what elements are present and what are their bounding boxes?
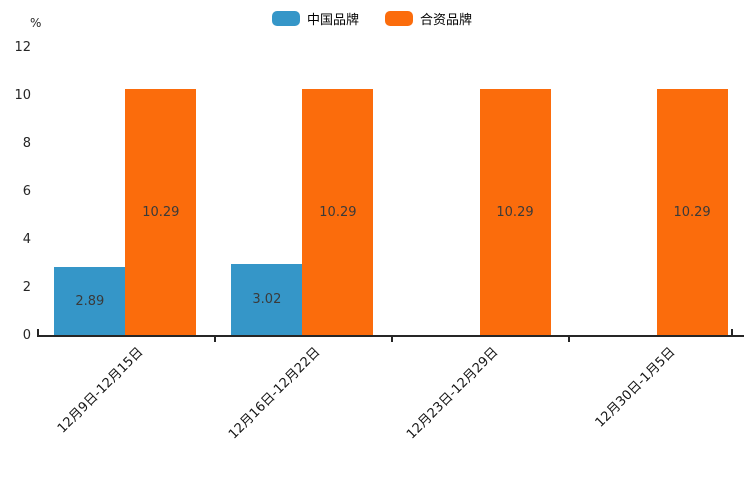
bar: 10.29 — [302, 89, 374, 336]
bar: 2.89 — [54, 266, 126, 336]
x-axis-tick — [567, 337, 570, 342]
legend-label: 中国品牌 — [306, 13, 359, 28]
x-tick-label: 12月16日-12月22日 — [226, 344, 324, 443]
y-tick-label: 4 — [22, 232, 31, 247]
bar: 3.02 — [231, 263, 303, 336]
y-tick-label: 10 — [14, 88, 31, 103]
x-axis-endcap-tick — [37, 329, 39, 336]
x-axis-tick — [213, 337, 216, 342]
y-tick-label: 2 — [22, 280, 31, 295]
bar: 10.29 — [479, 89, 551, 336]
legend-label: 合资品牌 — [420, 13, 473, 28]
legend-swatch-blue — [271, 11, 300, 26]
x-axis-tick — [390, 337, 393, 342]
y-tick-label: 0 — [22, 328, 31, 343]
y-tick-label: 6 — [22, 184, 31, 199]
bar: 10.29 — [125, 89, 197, 336]
y-axis-unit-label: % — [30, 16, 42, 30]
x-tick-label: 12月9日-12月15日 — [55, 344, 147, 437]
y-tick-label: 8 — [22, 136, 31, 151]
legend-item-joint-venture-brand: 合资品牌 — [385, 9, 472, 28]
legend-item-china-brand: 中国品牌 — [271, 9, 359, 28]
legend-swatch-orange — [385, 11, 413, 26]
bar-value-label: 3.02 — [252, 292, 282, 308]
x-axis-endcap-tick — [731, 329, 733, 336]
x-tick-label: 12月30日-1月5日 — [592, 344, 679, 431]
x-axis-line — [37, 335, 744, 337]
x-tick-label: 12月23日-12月29日 — [403, 344, 501, 443]
bar-value-label: 2.89 — [75, 293, 105, 309]
y-tick-label: 12 — [14, 40, 31, 55]
bar-value-label: 10.29 — [319, 205, 357, 220]
legend: 中国品牌 合资品牌 — [0, 9, 744, 28]
bar-value-label: 10.29 — [496, 205, 534, 220]
bar: 10.29 — [656, 89, 728, 336]
bar-value-label: 10.29 — [673, 205, 711, 220]
bar-value-label: 10.29 — [142, 205, 180, 220]
